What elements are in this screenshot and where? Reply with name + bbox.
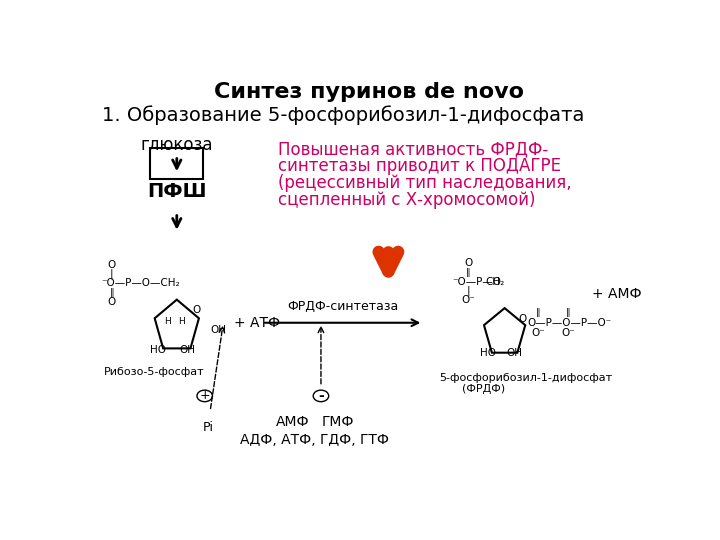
Text: Рi: Рi [202,421,213,434]
Text: ПФШ: ПФШ [147,182,207,201]
Text: O⁻: O⁻ [562,328,575,338]
Text: O⁻: O⁻ [462,295,475,305]
Text: |: | [467,286,470,296]
Text: O: O [464,259,472,268]
FancyBboxPatch shape [150,148,203,179]
Text: HO: HO [150,345,166,355]
Text: ГМФ: ГМФ [322,415,354,429]
Text: АМФ: АМФ [276,415,310,429]
Text: сцепленный с Х-хромосомой): сцепленный с Х-хромосомой) [277,191,535,209]
Text: OH: OH [507,348,523,358]
Text: OH: OH [179,345,195,355]
Text: |: | [110,269,114,280]
Text: OH: OH [210,326,226,335]
Text: CH₂: CH₂ [485,277,505,287]
Text: +: + [199,389,210,402]
Text: HO: HO [480,348,495,358]
Text: ‖: ‖ [466,268,470,277]
Text: 5-фосфорибозил-1-дифосфат: 5-фосфорибозил-1-дифосфат [438,373,612,383]
Text: H: H [178,316,185,326]
Text: O⁻: O⁻ [531,328,545,338]
Text: O—P—O—P—O⁻: O—P—O—P—O⁻ [528,318,612,328]
Text: ‖: ‖ [566,308,570,317]
Text: синтетазы приводит к ПОДАГРЕ: синтетазы приводит к ПОДАГРЕ [277,157,561,175]
Text: ФРДФ-синтетаза: ФРДФ-синтетаза [287,300,398,313]
Text: АДФ, АТФ, ГДФ, ГТФ: АДФ, АТФ, ГДФ, ГТФ [240,433,390,447]
Text: O: O [107,297,116,307]
Text: 1. Образование 5-фосфорибозил-1-дифосфата: 1. Образование 5-фосфорибозил-1-дифосфат… [102,105,584,125]
Text: H: H [164,316,171,326]
Text: O: O [107,260,116,270]
Text: Повышеная активность ФРДФ-: Повышеная активность ФРДФ- [277,140,548,158]
Text: глюкоза: глюкоза [140,136,213,154]
Text: + АМФ: + АМФ [593,287,642,301]
Text: ‖: ‖ [536,308,540,317]
Text: (рецессивный тип наследования,: (рецессивный тип наследования, [277,174,571,192]
Text: -: - [318,389,324,403]
Text: (ФРДФ): (ФРДФ) [462,384,505,394]
Text: O: O [193,305,201,315]
Text: O: O [518,314,526,324]
Text: Синтез пуринов de novo: Синтез пуринов de novo [214,82,524,102]
Text: ⁻O—P—O: ⁻O—P—O [453,277,502,287]
Text: Рибозо-5-фосфат: Рибозо-5-фосфат [104,367,204,376]
Text: ‖: ‖ [109,288,114,297]
Text: ⁻O—P—O—CH₂: ⁻O—P—O—CH₂ [102,279,180,288]
Text: + АТФ: + АТФ [234,316,280,330]
